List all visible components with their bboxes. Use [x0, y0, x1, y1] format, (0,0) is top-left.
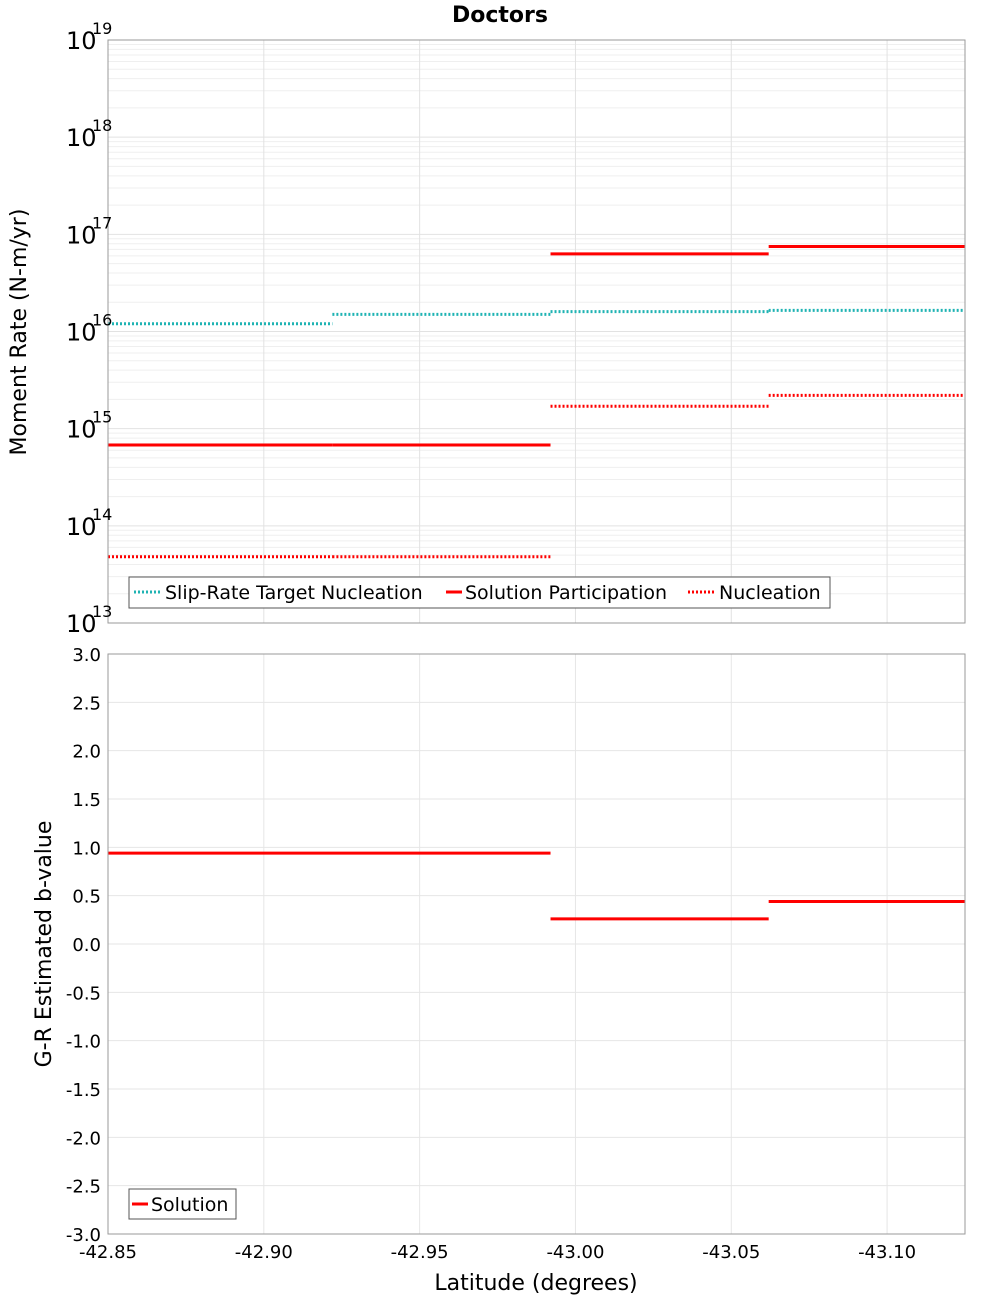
y-tick-exponent: 14 [92, 505, 112, 524]
b-value-y-tick-label: 2.5 [72, 693, 101, 714]
b-value-plot-frame [107, 653, 966, 1235]
b-value-panel: 3.0 2.5 2.0 1.5 1.0 0.5 0.0 -0.5 -1.0 -1.5 -2.0 -2.… [32, 645, 966, 1296]
y-tick-exponent: 15 [92, 408, 112, 427]
latitude-x-tick-label: -43.10 [858, 1242, 916, 1263]
b-value-y-tick-label: -2.5 [66, 1177, 101, 1198]
latitude-x-tick-label: -43.05 [702, 1242, 760, 1263]
latitude-x-tick-label: -42.95 [391, 1242, 449, 1263]
y-tick-exponent: 13 [92, 602, 112, 621]
legend-label-slip-rate-target: Slip-Rate Target Nucleation [165, 582, 423, 604]
moment-rate-legend: Slip-Rate Target Nucleation Solution Par… [128, 576, 831, 609]
y-tick-base: 10 [66, 124, 97, 152]
b-value-y-tick-label: 0.5 [72, 887, 101, 908]
moment-rate-grid [107, 39, 965, 624]
b-value-y-tick-label: 1.0 [72, 838, 101, 859]
y-tick-base: 10 [66, 221, 97, 249]
y-tick-base: 10 [66, 513, 97, 541]
b-value-y-tick-label: 2.0 [72, 742, 101, 763]
b-value-y-tick-label: -0.5 [66, 983, 101, 1004]
b-value-y-tick-label: 3.0 [72, 645, 101, 666]
b-value-y-tick-label: -2.0 [66, 1128, 101, 1149]
b-value-y-tick-label: -1.5 [66, 1080, 101, 1101]
latitude-x-tick-label: -42.90 [235, 1242, 293, 1263]
y-tick-exponent: 16 [92, 311, 112, 330]
y-tick-exponent: 17 [92, 213, 112, 232]
latitude-x-ticks: -42.85 -42.90 -42.95 -43.00 -43.05 -43.10 [79, 1242, 916, 1263]
b-value-y-tick-label: 1.5 [72, 790, 101, 811]
b-value-legend: Solution [128, 1188, 237, 1220]
y-tick-exponent: 18 [92, 116, 112, 135]
b-value-series [108, 851, 965, 921]
y-tick-base: 10 [66, 27, 97, 55]
b-value-y-tick-label: -1.0 [66, 1032, 101, 1053]
y-tick-exponent: 19 [92, 19, 112, 38]
chart-title: Doctors [452, 3, 548, 28]
moment-rate-series [108, 244, 965, 559]
moment-rate-plot-frame [107, 39, 966, 624]
b-value-y-axis-label: G-R Estimated b-value [32, 821, 57, 1068]
moment-rate-y-axis-label: Moment Rate (N-m/yr) [7, 209, 32, 456]
latitude-x-tick-label: -42.85 [79, 1242, 137, 1263]
legend-label-nucleation: Nucleation [719, 582, 821, 604]
latitude-x-axis-label: Latitude (degrees) [434, 1271, 637, 1296]
legend-label-solution-participation: Solution Participation [465, 582, 667, 604]
b-value-y-tick-label: -3.0 [66, 1225, 101, 1246]
latitude-x-tick-label: -43.00 [546, 1242, 604, 1263]
b-value-y-ticks: 3.0 2.5 2.0 1.5 1.0 0.5 0.0 -0.5 -1.0 -1.5 -2.0 -2.… [66, 645, 101, 1246]
legend-label-solution: Solution [151, 1194, 228, 1216]
y-tick-base: 10 [66, 319, 97, 347]
y-tick-base: 10 [66, 610, 97, 638]
y-tick-base: 10 [66, 416, 97, 444]
b-value-y-tick-label: 0.0 [72, 935, 101, 956]
